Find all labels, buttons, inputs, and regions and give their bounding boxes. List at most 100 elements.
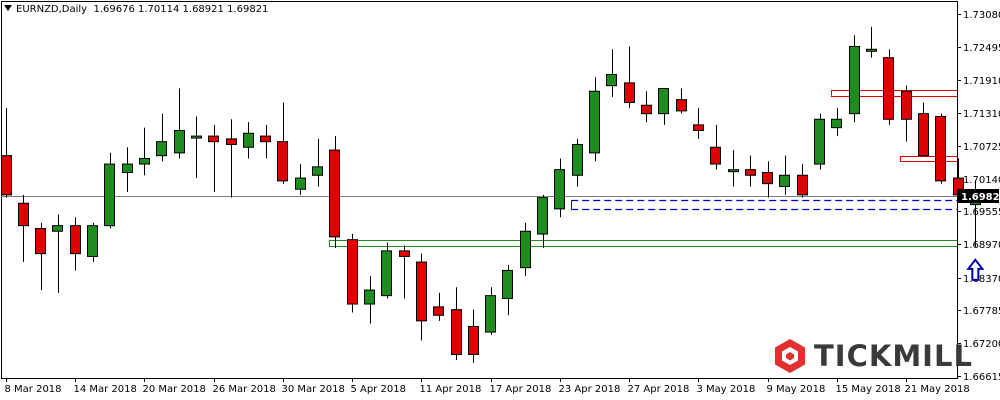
x-tick-label: 11 Apr 2018 [420, 384, 482, 395]
candle-body [295, 177, 306, 190]
x-tick-label: 20 Mar 2018 [143, 384, 206, 395]
candle [918, 102, 929, 157]
candle [208, 124, 219, 193]
chart-header: EURNZD,Daily 1.69676 1.70114 1.68921 1.6… [4, 4, 268, 15]
candle [364, 276, 375, 324]
candle [174, 88, 185, 159]
candle-body [52, 225, 63, 232]
candle [779, 155, 790, 195]
ohlc-readout: 1.69676 1.70114 1.68921 1.69821 [93, 4, 269, 15]
candle [243, 122, 254, 159]
y-tick-label: 1.70140 [963, 175, 1000, 186]
candle-body [849, 45, 860, 115]
candle-body [226, 138, 237, 145]
candle-body [589, 90, 600, 154]
candle [226, 119, 237, 198]
plot-frame [1, 1, 958, 379]
x-tick-label: 30 Mar 2018 [282, 384, 345, 395]
candle [399, 245, 410, 299]
candle [814, 113, 825, 170]
candle [191, 116, 202, 179]
candle [502, 264, 513, 316]
candle-body [243, 132, 254, 148]
candle-body [537, 197, 548, 235]
candle-body [18, 202, 29, 227]
y-tick-label: 1.66615 [963, 372, 1000, 383]
candle-body [312, 166, 323, 176]
x-tick-label: 14 Mar 2018 [74, 384, 137, 395]
current-price-box [957, 189, 999, 203]
candle [693, 108, 704, 139]
candle [710, 124, 721, 170]
y-tick-label: 1.70725 [963, 142, 1000, 153]
tickmill-logo: TICKMILL [772, 336, 973, 376]
candle [52, 214, 63, 293]
candle-body [572, 143, 583, 176]
candle [520, 222, 531, 277]
candle-body [277, 141, 288, 182]
candle-body [399, 250, 410, 257]
y-tick-label: 1.67200 [963, 339, 1000, 350]
x-tick-label: 23 Apr 2018 [559, 384, 621, 395]
candle [866, 26, 877, 58]
candle-body [1, 155, 12, 196]
candle [347, 234, 358, 313]
candle-body [87, 225, 98, 257]
candle-body [762, 171, 773, 185]
candle-body [710, 146, 721, 165]
x-tick-label: 21 May 2018 [905, 384, 970, 395]
y-tick-label: 1.68970 [963, 240, 1000, 251]
candle [658, 87, 669, 125]
candle-body [831, 118, 842, 129]
candle-body [641, 104, 652, 115]
candle [329, 136, 340, 249]
candle-body [468, 325, 479, 355]
candle-body [122, 163, 133, 173]
x-tick-label: 26 Mar 2018 [213, 384, 276, 395]
candle-body [381, 250, 392, 297]
candle [676, 88, 687, 114]
dropdown-triangle-icon[interactable] [4, 5, 12, 11]
candle-body [208, 135, 219, 143]
candle-body [70, 225, 81, 255]
x-tick-label: 27 Apr 2018 [628, 384, 690, 395]
y-tick-label: 1.69555 [963, 207, 1000, 218]
candle-body [554, 169, 565, 210]
candle [797, 164, 808, 198]
candle-body [779, 174, 790, 187]
candle [572, 138, 583, 187]
candle [35, 222, 46, 291]
candle [433, 292, 444, 321]
candle-body [658, 87, 669, 115]
candle [485, 287, 496, 335]
candle-body [883, 57, 894, 120]
candle-body [174, 129, 185, 154]
candle-body [728, 169, 739, 173]
candle-body [347, 239, 358, 305]
y-tick-label: 1.72495 [963, 43, 1000, 54]
y-tick-label: 1.73080 [963, 10, 1000, 21]
candle-body [35, 227, 46, 255]
candle [139, 127, 150, 176]
candle [641, 91, 652, 123]
logo-text: TICKMILL [814, 339, 973, 373]
candle [70, 217, 81, 271]
candle [18, 194, 29, 263]
candle-body [260, 135, 271, 143]
x-tick-label: 15 May 2018 [836, 384, 901, 395]
candle [312, 138, 323, 187]
candle-body [451, 309, 462, 355]
candle [728, 150, 739, 187]
y-tick-label: 1.68370 [963, 274, 1000, 285]
x-tick-label: 8 Mar 2018 [5, 384, 62, 395]
candle [1, 108, 12, 198]
candle-body [918, 113, 929, 157]
candle-body [797, 174, 808, 196]
candle [87, 222, 98, 263]
candle-body [502, 269, 513, 299]
candle [901, 85, 912, 142]
candle-body [814, 118, 825, 165]
candle-body [416, 261, 427, 322]
